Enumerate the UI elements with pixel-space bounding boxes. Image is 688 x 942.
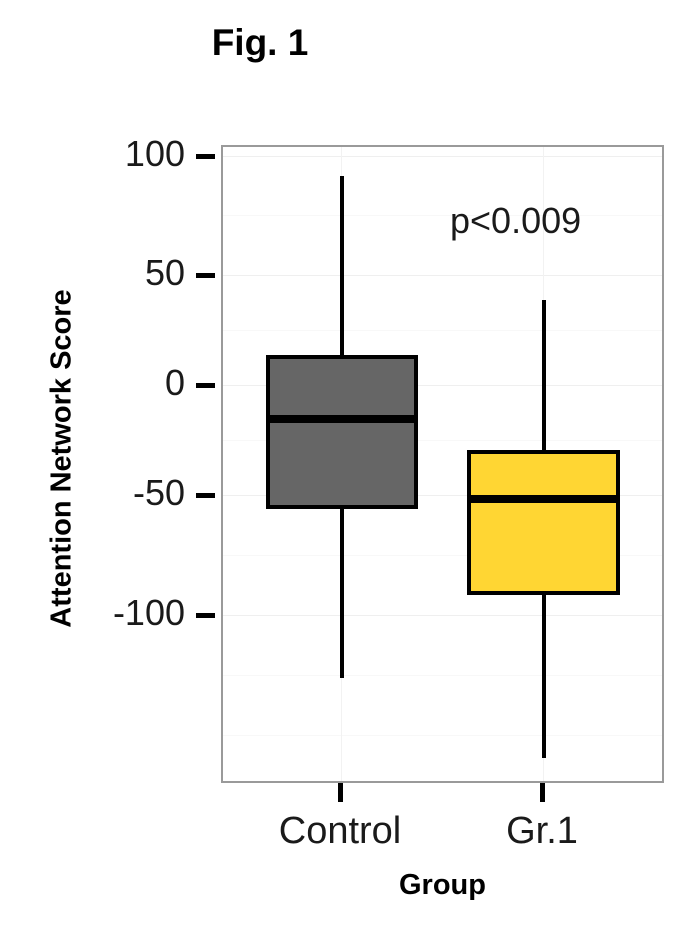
gridline-minor: [223, 675, 662, 676]
y-tick-mark: [196, 383, 215, 388]
plot-panel: [221, 145, 664, 783]
y-tick-label: 100: [124, 133, 185, 174]
y-tick-mark: [196, 613, 215, 618]
median-control: [266, 415, 418, 423]
gridline-minor: [223, 440, 662, 441]
y-tick-label: -50: [132, 472, 185, 513]
whisker-lower-group1: [542, 592, 546, 758]
gridline-minor: [223, 330, 662, 331]
gridline-major: [223, 156, 662, 157]
gridline-major: [223, 385, 662, 386]
gridline-minor: [223, 735, 662, 736]
y-axis-tick-labels: 100 50 0 -50 -100: [35, 0, 185, 942]
x-tick-mark: [540, 783, 545, 802]
whisker-lower-control: [340, 507, 344, 678]
whisker-upper-group1: [542, 300, 546, 453]
figure-title: Fig. 1: [211, 22, 309, 63]
y-tick-mark: [196, 154, 215, 159]
x-tick-label-control: Control: [278, 810, 402, 852]
x-tick-label-group1: Gr.1: [506, 810, 578, 852]
y-tick-mark: [196, 493, 215, 498]
gridline-minor: [223, 215, 662, 216]
box-group1[interactable]: [467, 450, 620, 595]
y-tick-label: 0: [164, 362, 185, 403]
median-group1: [467, 495, 620, 503]
whisker-upper-control: [340, 176, 344, 357]
x-axis-tick-labels: Control Gr.1: [221, 812, 664, 862]
gridline-major: [223, 615, 662, 616]
x-axis-tick-marks: [221, 783, 664, 805]
y-axis-tick-marks: [196, 0, 226, 942]
gridline-major: [223, 275, 662, 276]
y-tick-label: 50: [144, 252, 185, 293]
x-tick-mark: [338, 783, 343, 802]
x-axis-title: Group: [399, 869, 486, 901]
gridline-major: [223, 495, 662, 496]
y-tick-mark: [196, 273, 215, 278]
p-value-annotation: p<0.009: [450, 200, 582, 241]
gridline-minor: [223, 555, 662, 556]
y-tick-label: -100: [112, 592, 185, 633]
box-control[interactable]: [266, 355, 418, 509]
